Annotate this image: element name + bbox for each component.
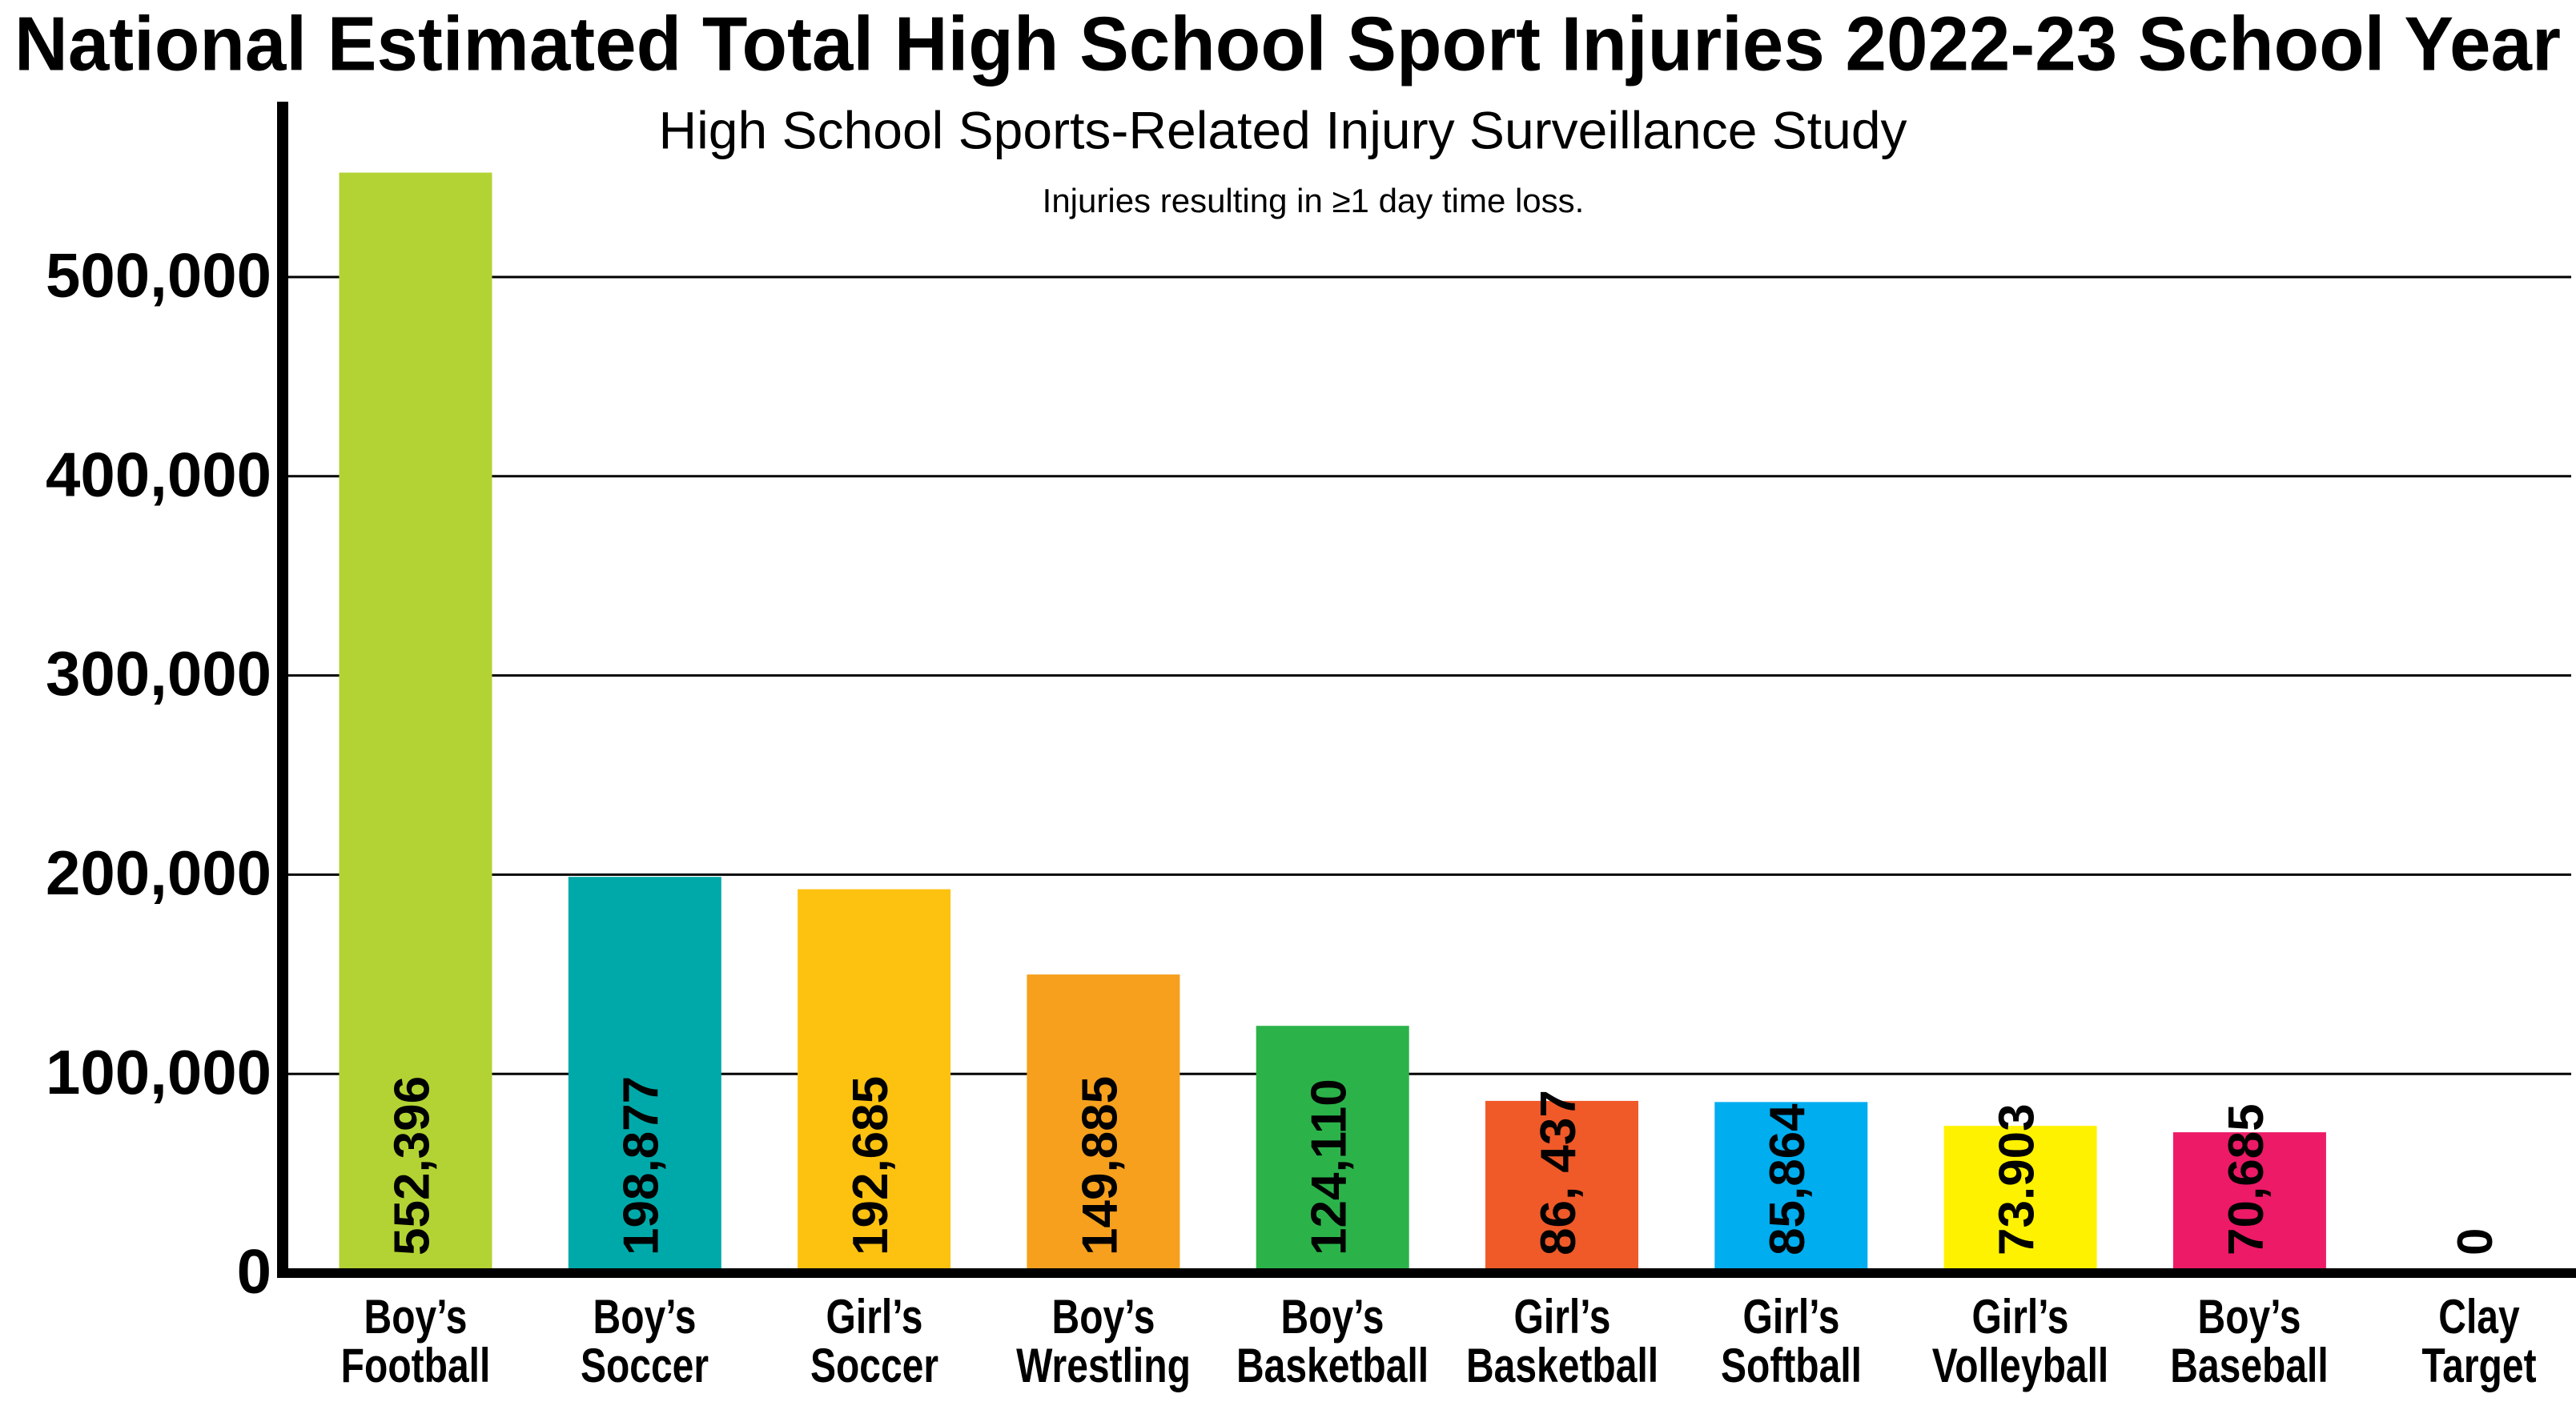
value-label: 0 xyxy=(2448,1228,2503,1255)
bar xyxy=(1943,1126,2097,1273)
value-label: 552,396 xyxy=(384,1076,440,1255)
y-tick-label: 500,000 xyxy=(46,240,271,311)
bar xyxy=(1256,1026,1409,1273)
y-tick-label: 400,000 xyxy=(46,439,271,509)
value-label: 70,685 xyxy=(2219,1103,2274,1255)
bar xyxy=(798,889,951,1273)
value-label: 86, 437 xyxy=(1531,1090,1586,1255)
bar xyxy=(568,877,721,1273)
bar xyxy=(2172,1132,2326,1273)
y-tick-label: 100,000 xyxy=(46,1037,271,1107)
x-tick-label: Clay Target xyxy=(2421,1290,2537,1393)
chart-subtitle: High School Sports-Related Injury Survei… xyxy=(658,100,1907,159)
y-tick-label: 300,000 xyxy=(46,638,271,709)
bar xyxy=(1714,1102,1868,1273)
x-tick-label: Boy’s Soccer xyxy=(581,1290,709,1393)
x-tick-label: Girl’s Volleyball xyxy=(1931,1290,2109,1393)
value-label: 124,110 xyxy=(1302,1079,1357,1255)
chart-title: National Estimated Total High School Spo… xyxy=(14,1,2561,86)
x-tick-label: Boy’s Baseball xyxy=(2170,1290,2329,1393)
x-tick-label: Girl’s Soccer xyxy=(810,1290,938,1393)
value-label: 73.903 xyxy=(1989,1103,2044,1255)
value-label: 85,864 xyxy=(1760,1103,1815,1255)
x-tick-label: Girl’s Basketball xyxy=(1465,1290,1658,1393)
value-label: 198,877 xyxy=(614,1076,669,1255)
value-label: 192,685 xyxy=(843,1076,898,1255)
bar xyxy=(1485,1100,1638,1273)
x-tick-label: Boy’s Football xyxy=(340,1290,491,1393)
x-tick-label: Girl’s Softball xyxy=(1720,1290,1862,1393)
bar xyxy=(1027,974,1180,1273)
x-tick-label: Boy’s Wrestling xyxy=(1015,1290,1191,1393)
x-tick-label: Boy’s Basketball xyxy=(1236,1290,1429,1393)
y-tick-label: 200,000 xyxy=(46,838,271,908)
y-tick-label: 0 xyxy=(237,1236,271,1307)
value-label: 149,885 xyxy=(1072,1076,1127,1255)
chart-note: Injuries resulting in ≥1 day time loss. xyxy=(1043,182,1585,219)
bar xyxy=(339,172,492,1273)
